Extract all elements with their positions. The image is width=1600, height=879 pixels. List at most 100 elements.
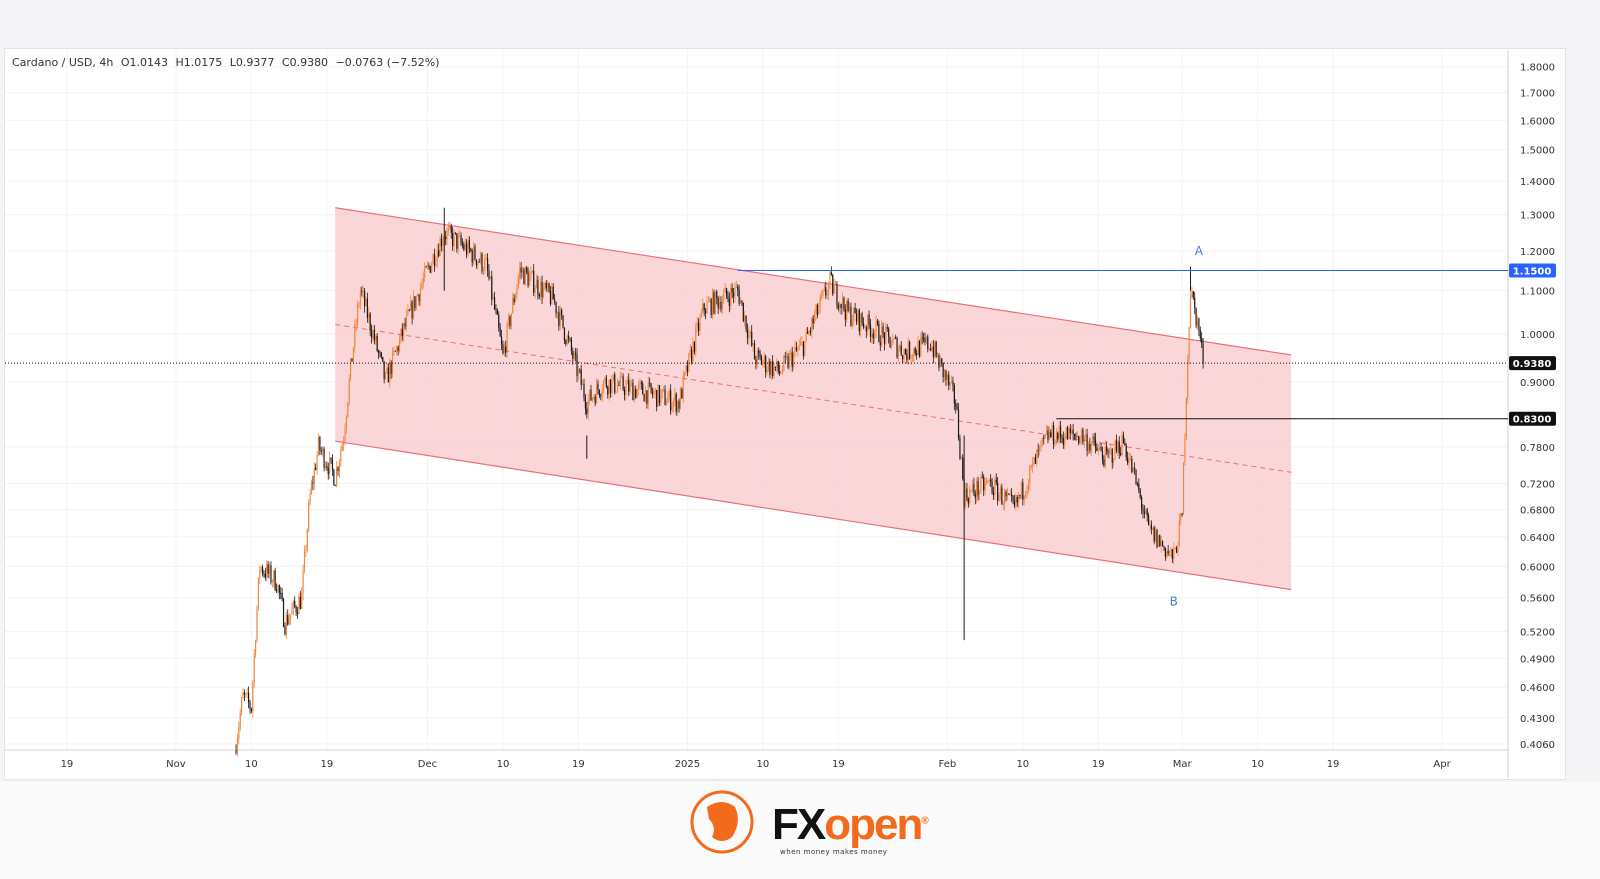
candle-body bbox=[1118, 441, 1120, 454]
candle-body bbox=[468, 240, 471, 249]
candle-body bbox=[985, 481, 988, 483]
candle-body bbox=[718, 301, 721, 309]
candle-body bbox=[746, 329, 749, 339]
candle-body bbox=[922, 337, 925, 339]
wave-label-B: B bbox=[1170, 595, 1178, 609]
channel-lower-line bbox=[335, 440, 1292, 591]
candle-body bbox=[748, 333, 750, 339]
candle-body bbox=[927, 336, 929, 349]
candle-body bbox=[256, 608, 258, 642]
candle-body bbox=[640, 382, 642, 384]
candle-body bbox=[547, 283, 549, 289]
candle-body bbox=[711, 292, 714, 315]
candle-body bbox=[1044, 434, 1046, 438]
candle-body bbox=[804, 341, 806, 356]
candle-body bbox=[330, 457, 332, 460]
candle-body bbox=[1196, 318, 1199, 326]
candle-body bbox=[1201, 338, 1203, 344]
candle-body bbox=[587, 399, 589, 414]
x-tick-label: 10 bbox=[1251, 759, 1264, 770]
candle-body bbox=[911, 356, 914, 358]
candle-body bbox=[1135, 469, 1137, 484]
candle-body bbox=[903, 349, 905, 360]
candle-body bbox=[805, 331, 807, 342]
candle-body bbox=[1124, 442, 1126, 446]
candle-body bbox=[285, 615, 287, 635]
candle-body bbox=[625, 384, 627, 396]
candle-body bbox=[440, 238, 443, 247]
candle-body bbox=[710, 299, 712, 315]
candle-body bbox=[541, 281, 543, 298]
y-tick-label: 0.7200 bbox=[1520, 479, 1555, 490]
candle-body bbox=[1008, 493, 1010, 495]
candle-body bbox=[670, 390, 672, 411]
candle-body bbox=[461, 243, 464, 245]
candle-body bbox=[827, 283, 830, 295]
y-tick-label: 0.9000 bbox=[1520, 378, 1555, 389]
candle-body bbox=[672, 400, 675, 406]
candle-body bbox=[962, 457, 964, 479]
candle-body bbox=[1134, 467, 1136, 470]
candle-body bbox=[1092, 436, 1094, 444]
candle-body bbox=[1182, 462, 1185, 515]
candle-body bbox=[259, 569, 261, 578]
candle-body bbox=[519, 267, 521, 277]
candle-body bbox=[533, 270, 535, 293]
candle-body bbox=[1015, 496, 1017, 506]
candle-body bbox=[798, 345, 800, 350]
candle-body bbox=[499, 327, 501, 337]
candle-body bbox=[446, 230, 448, 240]
candle-body bbox=[973, 484, 975, 494]
candle-body bbox=[632, 382, 634, 401]
candle-body bbox=[816, 304, 818, 315]
candle-body bbox=[429, 266, 431, 273]
candle-body bbox=[507, 316, 510, 324]
candle-body bbox=[1184, 437, 1186, 463]
candle-body bbox=[934, 341, 936, 357]
candle-body bbox=[1072, 429, 1074, 434]
candle-body bbox=[614, 374, 616, 393]
candle-body bbox=[1033, 456, 1035, 463]
candle-body bbox=[882, 326, 884, 333]
candle-body bbox=[774, 366, 777, 368]
channel-upper-line bbox=[335, 207, 1292, 356]
candle-body bbox=[644, 390, 647, 402]
candle-body bbox=[454, 232, 457, 234]
wave-label-A: A bbox=[1195, 244, 1204, 258]
candle-body bbox=[910, 357, 912, 359]
candle-body bbox=[909, 341, 911, 359]
candle-body bbox=[1071, 429, 1073, 434]
candle-body bbox=[941, 358, 943, 363]
candle-body bbox=[271, 581, 273, 583]
candle-body bbox=[523, 269, 525, 285]
candle-body bbox=[1117, 441, 1119, 452]
candle-body bbox=[932, 346, 934, 357]
candle-body bbox=[323, 448, 325, 468]
candle-body bbox=[1037, 450, 1039, 451]
candle-body bbox=[1153, 527, 1155, 542]
candle-body bbox=[481, 253, 483, 272]
candle-body bbox=[781, 370, 784, 373]
candle-body bbox=[1079, 438, 1081, 444]
candle-body bbox=[815, 304, 817, 316]
candle-body bbox=[343, 441, 345, 445]
candle-body bbox=[433, 254, 436, 266]
candle-body bbox=[464, 243, 466, 250]
candle-body bbox=[435, 261, 437, 266]
candle-body bbox=[1073, 433, 1076, 436]
candle-body bbox=[953, 385, 955, 404]
candle-body bbox=[303, 551, 306, 571]
candle-body bbox=[1041, 437, 1043, 442]
candle-body bbox=[1005, 491, 1007, 497]
candle-body bbox=[597, 383, 599, 390]
candle-body bbox=[714, 291, 716, 314]
candle-body bbox=[1104, 446, 1106, 466]
candle-body bbox=[243, 692, 246, 695]
candle-body bbox=[668, 390, 670, 398]
candle-body bbox=[254, 641, 257, 654]
candle-body bbox=[358, 304, 360, 306]
candle-body bbox=[509, 316, 511, 327]
candle-body bbox=[716, 291, 718, 298]
candle-body bbox=[1011, 494, 1013, 497]
